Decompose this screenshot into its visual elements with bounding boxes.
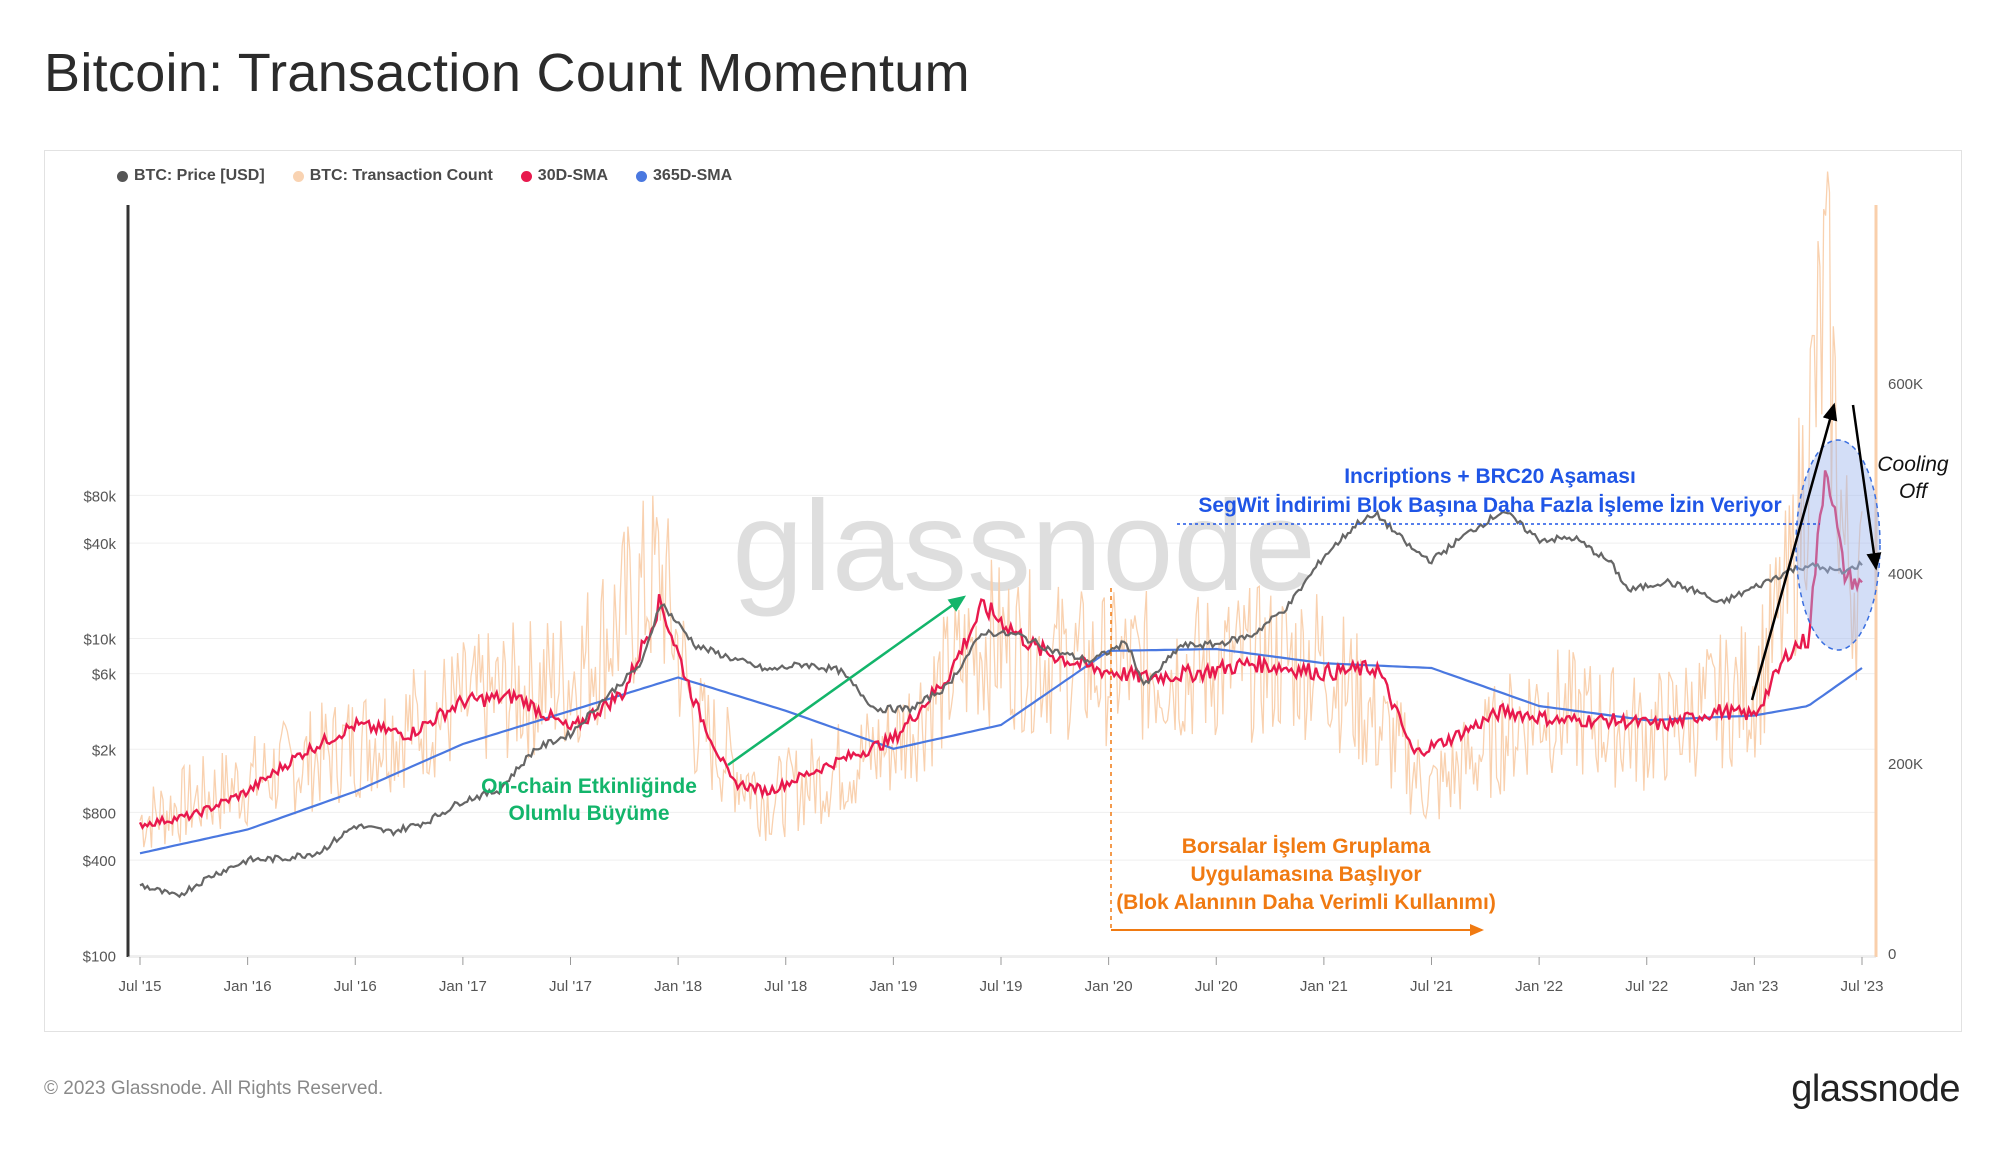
y-left-ticks: $80k $40k $10k $6k $2k $800 $400 $100 [83, 488, 117, 965]
y-left-tick-label: $100 [83, 949, 116, 966]
cooling-annotation-line2: Off [1899, 480, 1929, 503]
surge-arrow [1750, 402, 1838, 701]
blue-annotation-line2: SegWit İndirimi Blok Başına Daha Fazla İ… [1198, 494, 1781, 517]
x-tick-label: Jan '19 [869, 978, 917, 995]
highlight-ellipse [1795, 439, 1881, 651]
green-annotation-line1: On-chain Etkinliğinde [481, 775, 697, 798]
legend-item-sma365[interactable]: 365D-SMA [636, 167, 732, 185]
footer-copyright: © 2023 Glassnode. All Rights Reserved. [44, 1078, 384, 1099]
legend-label-sma30: 30D-SMA [537, 167, 609, 184]
growth-arrow [727, 595, 967, 767]
watermark: glassnode [732, 475, 1316, 618]
legend-label-sma365: 365D-SMA [653, 167, 733, 184]
page-title: Bitcoin: Transaction Count Momentum [44, 43, 970, 103]
legend-item-price[interactable]: BTC: Price [USD] [117, 167, 265, 185]
footer-logo: glassnode [1791, 1068, 1960, 1110]
blue-annotation-line1: Incriptions + BRC20 Aşaması [1344, 465, 1636, 488]
x-tick-label: Jul '22 [1625, 978, 1668, 995]
x-tick-label: Jan '23 [1730, 978, 1778, 995]
series-sma30-line [138, 470, 1863, 830]
y-left-tick-label: $400 [83, 853, 116, 870]
x-tick-label: Jul '21 [1410, 978, 1453, 995]
legend-label-tx-count: BTC: Transaction Count [309, 167, 493, 184]
x-tick-label: Jan '22 [1515, 978, 1563, 995]
y-left-tick-label: $6k [92, 667, 117, 684]
x-ticks: Jul '15 Jan '16 Jul '16 Jan '17 Jul '17 Jan '… [119, 957, 1884, 995]
y-left-tick-label: $800 [83, 805, 116, 822]
y-right-ticks: 600K 400K 200K 0 [1888, 376, 1923, 963]
series-layer [138, 171, 1863, 899]
x-tick-label: Jul '20 [1195, 978, 1238, 995]
y-right-tick-label: 600K [1888, 376, 1923, 393]
green-annotation-line2: Olumlu Büyüme [508, 802, 669, 825]
orange-annotation-line2: Uygulamasına Başlıyor [1190, 863, 1421, 886]
y-left-tick-label: $10k [83, 632, 116, 649]
legend-dot-price [117, 170, 128, 182]
cooling-arrow [1851, 404, 1882, 571]
legend-dot-sma30 [520, 170, 532, 182]
legend-label-price: BTC: Price [USD] [134, 167, 265, 184]
orange-annotation-line1: Borsalar İşlem Gruplama [1182, 835, 1431, 858]
legend-item-tx-count[interactable]: BTC: Transaction Count [292, 167, 493, 185]
x-tick-label: Jul '23 [1841, 978, 1884, 995]
series-tx-count-line [139, 171, 1863, 848]
cooling-annotation-line1: Cooling [1877, 453, 1949, 476]
y-left-tick-label: $80k [83, 488, 116, 505]
y-right-tick-label: 400K [1888, 566, 1923, 583]
y-right-tick-label: 0 [1888, 946, 1896, 963]
legend-dot-sma365 [636, 170, 648, 182]
x-tick-label: Jul '18 [764, 978, 807, 995]
x-tick-label: Jul '17 [549, 978, 592, 995]
legend-item-sma30[interactable]: 30D-SMA [520, 167, 609, 185]
x-tick-label: Jan '16 [224, 978, 272, 995]
x-tick-label: Jan '18 [654, 978, 702, 995]
orange-annotation-line3: (Blok Alanının Daha Verimli Kullanımı) [1116, 891, 1496, 914]
series-sma365-line [139, 647, 1863, 855]
legend: BTC: Price [USD] BTC: Transaction Count … [117, 167, 732, 185]
series-price-line [139, 509, 1863, 899]
y-right-tick-label: 200K [1888, 756, 1923, 773]
y-left-tick-label: $2k [92, 742, 117, 759]
y-left-tick-label: $40k [83, 536, 116, 553]
legend-dot-tx-count [292, 170, 304, 182]
x-tick-label: Jul '15 [119, 978, 162, 995]
x-tick-label: Jul '16 [334, 978, 377, 995]
x-tick-label: Jan '21 [1300, 978, 1348, 995]
chart-frame [44, 150, 1962, 1032]
x-tick-label: Jul '19 [980, 978, 1023, 995]
x-tick-label: Jan '17 [439, 978, 487, 995]
x-tick-label: Jan '20 [1085, 978, 1133, 995]
